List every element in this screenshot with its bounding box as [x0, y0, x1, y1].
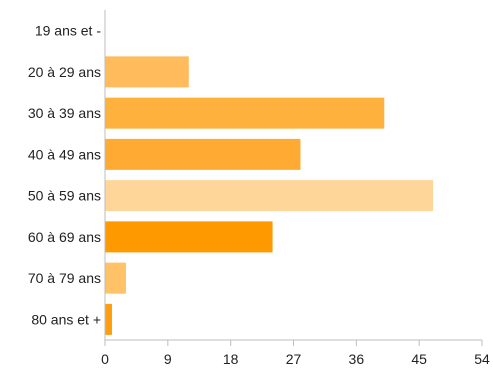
x-tick-label: 18 [223, 351, 239, 367]
bar-5 [105, 221, 273, 253]
bar-7 [105, 303, 112, 335]
bar-1 [105, 56, 189, 88]
category-label: 19 ans et - [35, 23, 101, 39]
category-labels: 19 ans et - 20 à 29 ans 30 à 39 ans 40 à 49… [28, 23, 102, 328]
category-label: 70 à 79 ans [28, 270, 101, 286]
x-tick-label: 45 [411, 351, 427, 367]
x-tick-label: 54 [474, 351, 490, 367]
x-tick-label: 0 [101, 351, 109, 367]
category-label: 20 à 29 ans [28, 64, 101, 80]
bar-4 [105, 180, 434, 212]
x-tick-label: 27 [286, 351, 302, 367]
category-label: 60 à 69 ans [28, 229, 101, 245]
bar-2 [105, 97, 385, 129]
bar-6 [105, 262, 126, 294]
category-label: 80 ans et + [31, 311, 101, 327]
x-tick-label: 9 [164, 351, 172, 367]
x-axis-ticks: 0 9 18 27 36 45 54 [101, 340, 490, 367]
bar-3 [105, 138, 301, 170]
bars-group [105, 56, 434, 335]
category-label: 40 à 49 ans [28, 146, 101, 162]
category-label: 50 à 59 ans [28, 188, 101, 204]
category-label: 30 à 39 ans [28, 105, 101, 121]
x-tick-label: 36 [349, 351, 365, 367]
